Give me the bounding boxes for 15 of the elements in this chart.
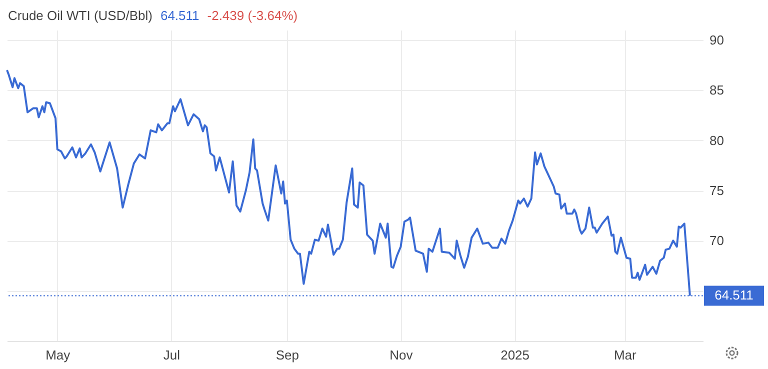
text: -2.439 (-3.64%): [207, 8, 298, 23]
x-tick-label: Jul: [163, 348, 180, 362]
x-tick-label: Nov: [390, 348, 414, 362]
y-tick-label: 75: [710, 183, 724, 198]
y-tick-label: 70: [710, 233, 724, 248]
x-tick-label: 2025: [500, 348, 530, 362]
y-tick-label: 85: [710, 82, 724, 98]
x-tick-label: Sep: [276, 348, 299, 362]
chart-title: Crude Oil WTI (USD/Bbl): [8, 8, 152, 23]
text: 64.511: [160, 8, 200, 23]
y-tick-label: 80: [710, 132, 724, 148]
x-tick-label: Mar: [614, 348, 637, 362]
x-tick-label: May: [46, 348, 71, 362]
ref-line-label: 64.511: [714, 288, 754, 303]
y-tick-label: 90: [710, 32, 724, 48]
